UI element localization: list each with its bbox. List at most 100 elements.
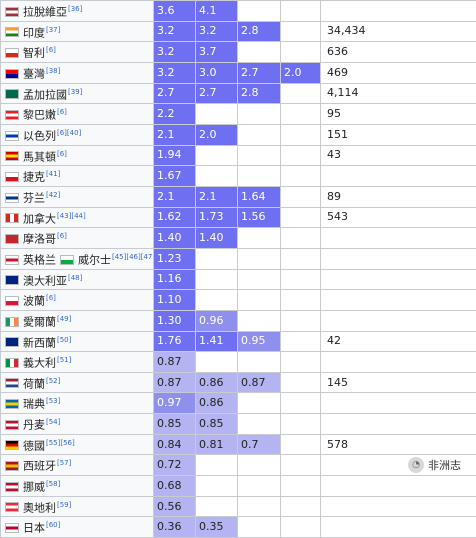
reference-link[interactable]: [52] <box>46 377 60 385</box>
extra-cell: 636 <box>321 42 476 63</box>
reference-link[interactable]: [57] <box>57 459 71 467</box>
country-name: 捷克 <box>23 171 45 184</box>
flag-icon <box>5 502 19 512</box>
country-name: 黎巴嫩 <box>23 109 56 122</box>
reference-link[interactable]: [43][44] <box>57 212 86 220</box>
reference-link[interactable]: [48] <box>68 274 82 282</box>
extra-cell: 151 <box>321 124 476 145</box>
value-cell: 3.2 <box>154 21 196 42</box>
flag-icon <box>5 193 19 203</box>
country-cell: 新西蘭[50] <box>1 331 154 352</box>
reference-link[interactable]: [6][40] <box>57 129 81 137</box>
reference-link[interactable]: [45][46][47] <box>112 253 154 261</box>
flag-icon <box>60 255 74 265</box>
country-cell: 芬兰[42] <box>1 186 154 207</box>
value-cell <box>281 166 321 187</box>
reference-link[interactable]: [6] <box>57 108 67 116</box>
reference-link[interactable]: [55][56] <box>46 439 75 447</box>
reference-link[interactable]: [59] <box>57 501 71 509</box>
table-row: 捷克[41] 1.67 <box>1 166 476 187</box>
value-cell <box>281 248 321 269</box>
country-name: 加拿大 <box>23 212 56 225</box>
value-cell: 2.7 <box>154 83 196 104</box>
value-cell: 0.56 <box>154 496 196 517</box>
extra-cell: 34,434 <box>321 21 476 42</box>
value-cell <box>281 186 321 207</box>
extra-cell: 43 <box>321 145 476 166</box>
value-cell: 0.72 <box>154 455 196 476</box>
extra-cell <box>321 517 476 538</box>
flag-icon <box>5 27 19 37</box>
value-cell: 3.6 <box>154 1 196 22</box>
value-cell <box>281 517 321 538</box>
reference-link[interactable]: [6] <box>46 294 56 302</box>
value-cell <box>196 290 238 311</box>
reference-link[interactable]: [6] <box>57 150 67 158</box>
reference-link[interactable]: [6] <box>57 232 67 240</box>
value-cell <box>196 496 238 517</box>
value-cell: 1.16 <box>154 269 196 290</box>
value-cell <box>281 310 321 331</box>
country-name: 威尔士 <box>78 254 111 267</box>
value-cell <box>238 42 281 63</box>
reference-link[interactable]: [54] <box>46 418 60 426</box>
country-cell: 波蘭[6] <box>1 290 154 311</box>
reference-link[interactable]: [37] <box>46 26 60 34</box>
value-cell: 2.7 <box>196 83 238 104</box>
reference-link[interactable]: [39] <box>68 88 82 96</box>
value-cell <box>238 517 281 538</box>
country-cell: 義大利[51] <box>1 352 154 373</box>
extra-cell: 469 <box>321 62 476 83</box>
flag-icon <box>5 399 19 409</box>
country-cell: 馬其頓[6] <box>1 145 154 166</box>
reference-link[interactable]: [38] <box>46 67 60 75</box>
reference-link[interactable]: [42] <box>46 191 60 199</box>
extra-cell: 4,114 <box>321 83 476 104</box>
reference-link[interactable]: [36] <box>68 5 82 13</box>
reference-link[interactable]: [51] <box>57 356 71 364</box>
watermark-text: 非洲志 <box>428 457 461 473</box>
country-cell: 英格兰威尔士[45][46][47] <box>1 248 154 269</box>
reference-link[interactable]: [53] <box>46 397 60 405</box>
value-cell <box>238 496 281 517</box>
value-cell <box>196 352 238 373</box>
country-name: 拉脫維亞 <box>23 6 67 19</box>
reference-link[interactable]: [41] <box>46 170 60 178</box>
value-cell <box>196 104 238 125</box>
flag-icon <box>5 461 19 471</box>
value-cell <box>238 476 281 497</box>
reference-link[interactable]: [60] <box>46 521 60 529</box>
reference-link[interactable]: [6] <box>46 46 56 54</box>
flag-icon <box>5 482 19 492</box>
extra-cell <box>321 269 476 290</box>
value-cell <box>281 207 321 228</box>
value-cell: 2.8 <box>238 21 281 42</box>
country-cell: 黎巴嫩[6] <box>1 104 154 125</box>
value-cell: 0.85 <box>154 414 196 435</box>
country-name: 智利 <box>23 47 45 60</box>
value-cell <box>238 393 281 414</box>
value-cell: 0.86 <box>196 393 238 414</box>
value-cell: 1.67 <box>154 166 196 187</box>
value-cell <box>281 331 321 352</box>
reference-link[interactable]: [49] <box>57 315 71 323</box>
value-cell: 2.0 <box>196 124 238 145</box>
country-cell: 印度[37] <box>1 21 154 42</box>
reference-link[interactable]: [58] <box>46 480 60 488</box>
country-name: 摩洛哥 <box>23 233 56 246</box>
value-cell: 0.68 <box>154 476 196 497</box>
reference-link[interactable]: [50] <box>57 336 71 344</box>
flag-icon <box>5 275 19 285</box>
value-cell <box>281 42 321 63</box>
value-cell <box>281 21 321 42</box>
value-cell: 1.94 <box>154 145 196 166</box>
value-cell <box>281 434 321 455</box>
country-name: 瑞典 <box>23 398 45 411</box>
country-name: 德國 <box>23 439 45 452</box>
country-name: 愛爾蘭 <box>23 316 56 329</box>
